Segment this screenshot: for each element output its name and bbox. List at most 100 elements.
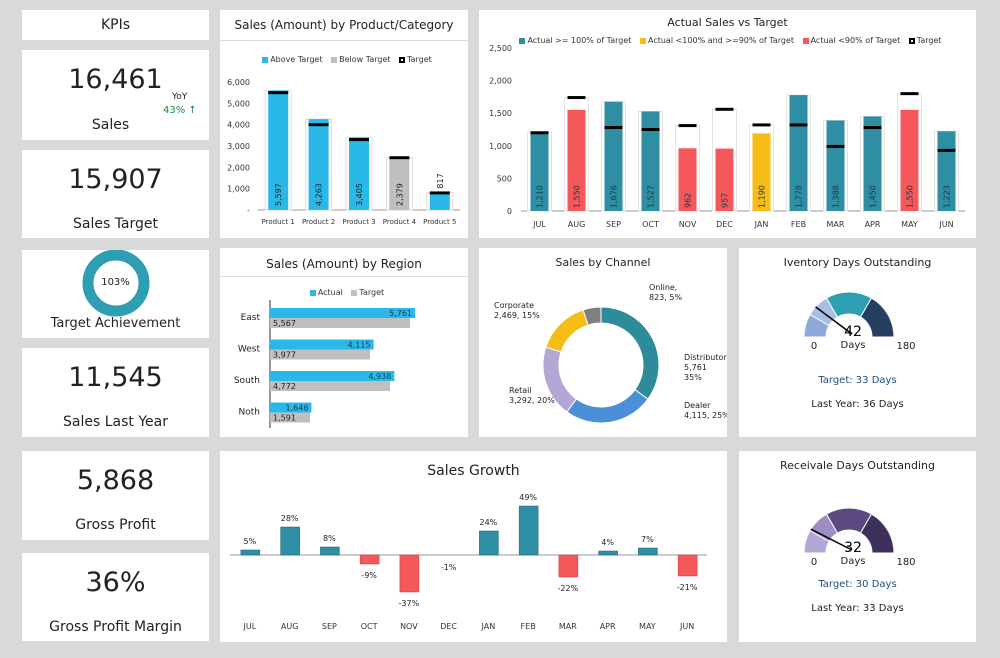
label-line: Dealer xyxy=(684,401,711,410)
data-label: 7% xyxy=(641,535,654,544)
data-label: 1,527 xyxy=(647,185,656,208)
channel-chart-panel: Sales by Channel Distributor 5,761 35% Deal… xyxy=(479,248,727,437)
y-tick-label: - xyxy=(247,206,250,215)
data-label: 4% xyxy=(601,538,614,547)
kpi-sales-last-year-value: 11,545 xyxy=(68,362,163,393)
y-tick-label: West xyxy=(238,345,261,355)
data-label: 8% xyxy=(323,534,336,543)
y-tick-label: 4,000 xyxy=(227,121,250,130)
label-line: Corporate xyxy=(494,301,534,310)
kpi-sales-last-year-card: 11,545 Sales Last Year xyxy=(22,348,209,437)
kpi-yoy-label: YoY xyxy=(172,92,188,102)
kpi-sales-target-label: Sales Target xyxy=(72,216,159,232)
bar-aug xyxy=(280,526,300,556)
bar-actual-west xyxy=(270,339,374,350)
gauge-unit: Days xyxy=(841,340,866,351)
bar-product-4 xyxy=(389,159,410,210)
x-tick-label: MAY xyxy=(901,220,918,229)
x-tick-label: APR xyxy=(600,622,616,631)
x-tick-label: Product 2 xyxy=(302,218,335,226)
gauge-title: Receivale Days Outstanding xyxy=(780,459,935,472)
slice-label-retail: Retail 3,292, 20% xyxy=(509,386,555,405)
data-label: -22% xyxy=(558,584,579,593)
label-line: Online, xyxy=(649,283,677,292)
data-label: 3,977 xyxy=(273,351,296,360)
region-chart-title: Sales (Amount) by Region xyxy=(266,257,422,271)
data-label: 1,210 xyxy=(536,185,545,208)
data-label: 817 xyxy=(436,173,445,188)
target-marker xyxy=(308,123,329,127)
bar-jan xyxy=(479,530,499,556)
data-label: 4,115 xyxy=(348,341,371,350)
slice-label-online: Online, 823, 5% xyxy=(649,283,682,302)
legend-target: Target xyxy=(916,36,942,45)
legend-above: Actual >= 100% of Target xyxy=(527,36,632,45)
x-tick-label: Product 5 xyxy=(423,218,456,226)
x-tick-label: MAR xyxy=(559,622,577,631)
x-tick-label: JUL xyxy=(243,622,257,631)
x-tick-label: OCT xyxy=(361,622,378,631)
kpi-gross-profit-margin-label: Gross Profit Margin xyxy=(49,619,182,635)
data-label: 1,676 xyxy=(610,185,619,208)
sales-growth-panel: Sales Growth 5% JUL 28% AUG 8% SEP -9% OCT -37% N… xyxy=(220,451,727,642)
bar-apr xyxy=(863,116,882,211)
y-tick-label: 2,000 xyxy=(227,163,250,172)
x-tick-label: JUL xyxy=(532,220,546,229)
region-chart-panel: Sales (Amount) by Region Actual Target E… xyxy=(220,248,468,437)
slice-online xyxy=(582,306,602,326)
c1-plot: 0 500 1,000 1,500 2,000 2,500 1,210 JUL 1,550 AUG… xyxy=(489,44,965,229)
legend-above: Above Target xyxy=(270,55,323,64)
legend-swatch-above xyxy=(519,37,526,44)
x-tick-label: FEB xyxy=(521,622,536,631)
data-label: -37% xyxy=(399,599,420,608)
bar-mar xyxy=(558,554,579,578)
bar-may xyxy=(638,547,658,556)
label-line: Retail xyxy=(509,386,532,395)
data-label: -1% xyxy=(441,563,457,572)
y-tick-label: South xyxy=(234,376,260,386)
y-tick-label: 1,000 xyxy=(489,142,512,151)
bar-may xyxy=(900,109,919,211)
actual-vs-target-title: Actual Sales vs Target xyxy=(667,16,788,29)
gauge-segment xyxy=(859,297,895,338)
x-tick-label: JAN xyxy=(754,220,769,229)
product-chart-panel: Sales (Amount) by Product/Category Above… xyxy=(220,10,468,238)
target-marker xyxy=(567,96,586,100)
legend-target: Target xyxy=(359,288,385,297)
gauge-min: 0 xyxy=(811,341,817,352)
target-marker xyxy=(429,191,450,195)
label-line: Distributor xyxy=(684,353,727,362)
label-line: 35% xyxy=(684,373,702,382)
gauge-title: Iventory Days Outstanding xyxy=(783,256,932,269)
data-label: 5,597 xyxy=(274,183,283,206)
bar-mar xyxy=(826,120,845,211)
data-label: 5% xyxy=(244,537,257,546)
kpi-yoy-value: 43% ↑ xyxy=(163,105,197,116)
bar-product-1 xyxy=(268,90,289,210)
inventory-days-panel: Iventory Days Outstanding Target: 33 Day… xyxy=(739,248,976,437)
bar-actual-noth xyxy=(270,402,312,413)
label-line: 2,469, 15% xyxy=(494,311,540,320)
slice-label-corporate: Corporate 2,469, 15% xyxy=(494,301,540,320)
x-tick-label: JUN xyxy=(679,622,694,631)
data-label: 1,550 xyxy=(906,185,915,208)
bar-dec xyxy=(715,148,734,211)
x-tick-label: Product 4 xyxy=(383,218,417,226)
data-label: 3,405 xyxy=(355,183,364,206)
product-chart-legend: Above Target Below Target Target xyxy=(220,55,468,64)
channel-chart-title: Sales by Channel xyxy=(555,256,651,269)
kpi-sales-last-year-label: Sales Last Year xyxy=(63,414,168,430)
y-tick-label: Noth xyxy=(239,408,260,418)
legend-swatch-target xyxy=(399,56,406,63)
legend-swatch-below xyxy=(331,56,338,63)
x-tick-label: OCT xyxy=(642,220,659,229)
bar-product-2 xyxy=(308,119,329,210)
data-label: 28% xyxy=(281,514,299,523)
bar-nov xyxy=(678,148,697,211)
achievement-ring xyxy=(82,250,150,317)
actual-vs-target-legend: Actual >= 100% of Target Actual <100% an… xyxy=(479,36,976,45)
x-tick-label: JAN xyxy=(481,622,496,631)
bar-jul xyxy=(240,549,261,556)
c0-plot: - 1,000 2,000 3,000 4,000 5,000 6,000 5,597 Prod… xyxy=(227,78,460,226)
